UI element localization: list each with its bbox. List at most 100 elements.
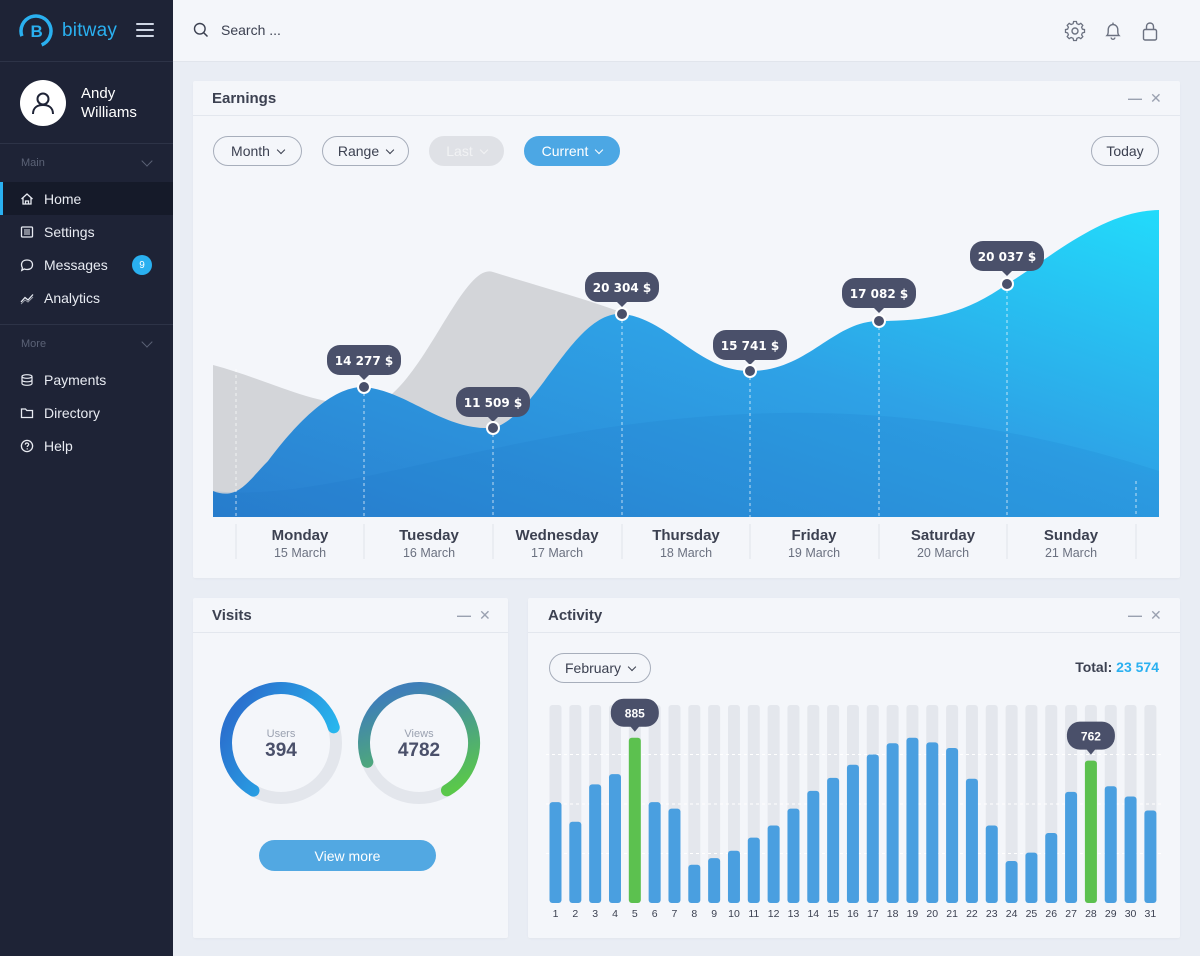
activity-bar-day-18[interactable] xyxy=(886,743,899,903)
today-button[interactable]: Today xyxy=(1091,136,1159,166)
month-select[interactable]: February xyxy=(549,653,651,683)
search-icon xyxy=(193,22,209,38)
day-name: Sunday xyxy=(1044,527,1099,544)
nav-section-more[interactable]: More xyxy=(0,325,173,363)
data-point[interactable] xyxy=(357,380,371,394)
activity-bar-day-19[interactable] xyxy=(906,737,919,903)
views-donut[interactable]: Views 4782 xyxy=(349,673,490,814)
close-icon[interactable]: ✕ xyxy=(1150,607,1162,623)
brand-name: bitway xyxy=(62,19,118,41)
tooltip-monday[interactable]: 14 277 $ xyxy=(327,345,401,394)
tooltip-friday[interactable]: 17 082 $ xyxy=(842,278,916,328)
nav-section-main[interactable]: Main xyxy=(0,144,173,182)
x-tick-label: 2 xyxy=(572,908,578,920)
activity-bar-day-12[interactable] xyxy=(767,825,780,903)
range-filter[interactable]: Range xyxy=(322,136,409,166)
activity-bar-day-13[interactable] xyxy=(787,808,800,903)
activity-bar-day-30[interactable] xyxy=(1124,796,1137,903)
last-filter-label: Last xyxy=(446,143,473,159)
day-name: Wednesday xyxy=(515,527,599,544)
views-value: 4782 xyxy=(398,740,440,761)
bell-icon[interactable] xyxy=(1102,20,1124,42)
activity-bar-day-4[interactable] xyxy=(608,774,621,903)
activity-bar-day-11[interactable] xyxy=(747,837,760,903)
user-last-name: Williams xyxy=(81,103,137,121)
search-input[interactable]: Search ... xyxy=(221,22,281,38)
activity-bar-day-28[interactable] xyxy=(1084,760,1097,903)
data-point[interactable] xyxy=(1000,277,1014,291)
sidebar-item-directory[interactable]: Directory xyxy=(0,396,173,429)
activity-bar-day-23[interactable] xyxy=(985,825,998,903)
day-name: Monday xyxy=(272,527,329,544)
tooltip-thursday[interactable]: 15 741 $ xyxy=(713,330,787,378)
minimize-icon[interactable]: — xyxy=(1128,90,1142,106)
activity-bar-day-31[interactable] xyxy=(1144,810,1157,903)
current-filter[interactable]: Current xyxy=(524,136,620,166)
activity-bar-day-7[interactable] xyxy=(668,808,681,903)
gear-icon[interactable] xyxy=(1064,20,1086,42)
card-title: Visits xyxy=(212,606,252,624)
x-tick-label: 5 xyxy=(632,908,638,920)
tooltip-value: 15 741 $ xyxy=(721,339,779,353)
close-icon[interactable]: ✕ xyxy=(479,607,491,623)
minimize-icon[interactable]: — xyxy=(1128,607,1142,623)
area-shadow-band xyxy=(213,412,1159,517)
activity-bar-day-14[interactable] xyxy=(807,790,820,903)
sidebar-item-help[interactable]: Help xyxy=(0,429,173,462)
activity-bar-day-1[interactable] xyxy=(549,802,562,903)
tooltip-saturday[interactable]: 20 037 $ xyxy=(970,241,1044,291)
activity-bar-day-29[interactable] xyxy=(1104,786,1117,903)
visits-donuts: Users 394 Views 4782 xyxy=(206,668,490,818)
tooltip-value: 17 082 $ xyxy=(850,287,908,301)
activity-bar-day-22[interactable] xyxy=(965,778,978,903)
user-name: Andy Williams xyxy=(81,84,137,122)
sidebar-item-messages[interactable]: Messages 9 xyxy=(0,248,173,281)
activity-bar-day-8[interactable] xyxy=(688,864,701,903)
activity-bar-day-3[interactable] xyxy=(589,784,602,903)
activity-bar-day-2[interactable] xyxy=(569,821,582,903)
activity-bar-day-26[interactable] xyxy=(1045,832,1058,903)
activity-bar-day-21[interactable] xyxy=(946,747,959,903)
activity-bar-day-10[interactable] xyxy=(727,850,740,903)
sidebar-item-analytics[interactable]: Analytics xyxy=(0,281,173,314)
tooltip-tuesday[interactable]: 11 509 $ xyxy=(456,387,530,435)
data-point[interactable] xyxy=(615,307,629,321)
activity-bar-day-27[interactable] xyxy=(1065,791,1078,903)
lock-icon[interactable] xyxy=(1139,20,1161,42)
users-donut[interactable]: Users 394 xyxy=(206,668,356,818)
user-icon xyxy=(32,92,54,114)
activity-bar-day-9[interactable] xyxy=(708,858,721,903)
day-name: Tuesday xyxy=(399,527,459,544)
nav-section-label: More xyxy=(21,338,47,350)
search-box[interactable]: Search ... xyxy=(193,22,281,38)
activity-bar-day-24[interactable] xyxy=(1005,860,1018,903)
month-filter[interactable]: Month xyxy=(213,136,302,166)
activity-bar-day-15[interactable] xyxy=(827,777,840,903)
activity-bar-day-25[interactable] xyxy=(1025,852,1038,903)
activity-bar-day-17[interactable] xyxy=(866,754,879,904)
sidebar-item-label: Help xyxy=(44,437,73,454)
x-tick-label: 1 xyxy=(553,908,559,920)
activity-bar-day-5[interactable] xyxy=(628,737,641,903)
bitway-logo-icon[interactable]: B xyxy=(18,13,54,49)
last-filter[interactable]: Last xyxy=(429,136,504,166)
tooltip-wednesday[interactable]: 20 304 $ xyxy=(585,272,659,321)
x-tick-label: 9 xyxy=(711,908,717,920)
user-profile[interactable]: Andy Williams xyxy=(0,62,173,144)
sidebar-item-payments[interactable]: Payments xyxy=(0,363,173,396)
data-point[interactable] xyxy=(743,364,757,378)
minimize-icon[interactable]: — xyxy=(457,607,471,623)
activity-bar-day-20[interactable] xyxy=(926,742,939,903)
x-tick-label: 26 xyxy=(1045,908,1057,920)
bar-value-label: 762 xyxy=(1066,721,1115,755)
sidebar-item-home[interactable]: Home xyxy=(0,182,173,215)
close-icon[interactable]: ✕ xyxy=(1150,90,1162,106)
activity-bar-day-16[interactable] xyxy=(846,764,859,903)
activity-bar-day-6[interactable] xyxy=(648,802,661,903)
data-point[interactable] xyxy=(486,421,500,435)
data-point[interactable] xyxy=(872,314,886,328)
menu-toggle-icon[interactable] xyxy=(136,23,154,37)
sidebar-item-settings[interactable]: Settings xyxy=(0,215,173,248)
view-more-button[interactable]: View more xyxy=(259,840,436,871)
